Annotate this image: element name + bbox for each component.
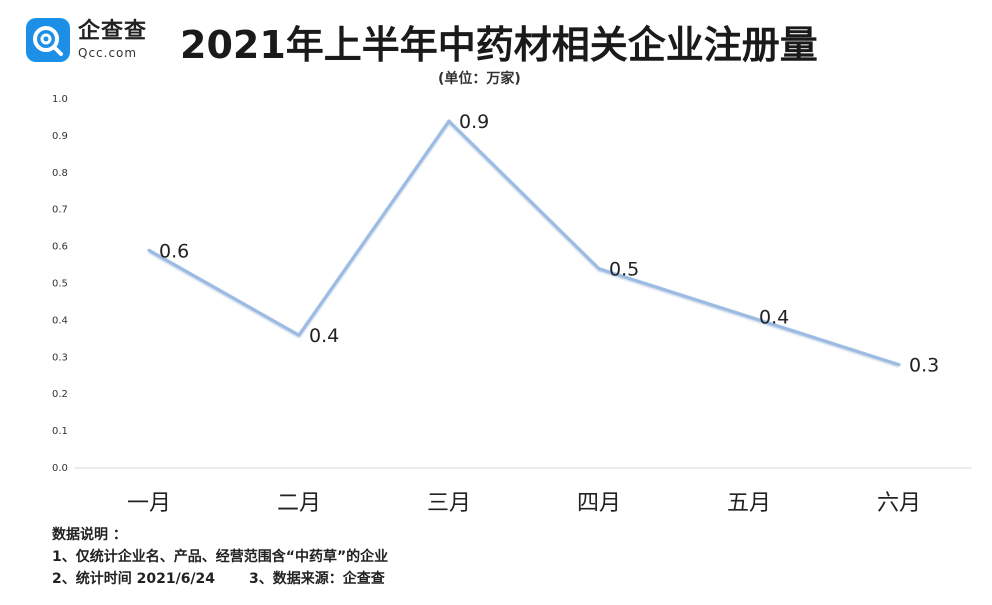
y-tick-label: 0.7 [52, 205, 68, 216]
x-category-label: 一月 [127, 491, 171, 516]
brand-domain: Qcc.com [78, 46, 138, 60]
x-category-label: 三月 [427, 491, 471, 516]
brand-logo: 企查查 Qcc.com [26, 16, 166, 64]
y-tick-label: 0.0 [52, 463, 68, 474]
notes-time: 2、统计时间 2021/6/24 [52, 571, 216, 587]
y-tick-label: 1.0 [52, 94, 68, 105]
notes-line-2: 2、统计时间 2021/6/24 3、数据来源：企查查 [52, 568, 388, 590]
data-label: 0.5 [609, 259, 639, 281]
unit-label: (单位：万家) [438, 71, 521, 87]
data-label: 0.6 [159, 240, 189, 262]
y-tick-label: 0.2 [52, 389, 68, 400]
x-category-label: 二月 [277, 491, 321, 516]
data-label: 0.3 [909, 355, 939, 377]
brand-name: 企查查 [78, 19, 148, 44]
y-tick-label: 0.4 [52, 315, 68, 326]
data-point [297, 333, 301, 337]
data-point [747, 315, 751, 319]
y-tick-label: 0.6 [52, 242, 68, 253]
notes-line-1: 1、仅统计企业名、产品、经营范围含“中药草”的企业 [52, 549, 389, 565]
y-tick-label: 0.9 [52, 131, 68, 142]
data-point [447, 119, 451, 123]
series-line [148, 119, 900, 367]
y-tick-label: 0.1 [52, 426, 68, 437]
data-label: 0.4 [309, 325, 339, 347]
y-tick-label: 0.8 [52, 168, 68, 179]
chart-title: 2021年上半年中药材相关企业注册量 [180, 23, 818, 67]
x-category-label: 六月 [877, 491, 921, 516]
x-category-label: 五月 [727, 491, 771, 516]
data-point [897, 363, 901, 367]
y-tick-label: 0.5 [52, 279, 68, 290]
qcc-logo-icon [26, 18, 70, 62]
data-label: 0.4 [759, 307, 789, 329]
data-point [147, 248, 151, 252]
notes-source: 3、数据来源：企查查 [249, 571, 385, 587]
x-category-label: 四月 [577, 491, 621, 516]
data-point [597, 267, 601, 271]
notes-heading: 数据说明 ： [52, 527, 127, 543]
data-label: 0.9 [459, 111, 489, 133]
data-notes: 数据说明 ： 1、仅统计企业名、产品、经营范围含“中药草”的企业 2、统计时间 … [52, 524, 388, 590]
y-tick-label: 0.3 [52, 352, 68, 363]
